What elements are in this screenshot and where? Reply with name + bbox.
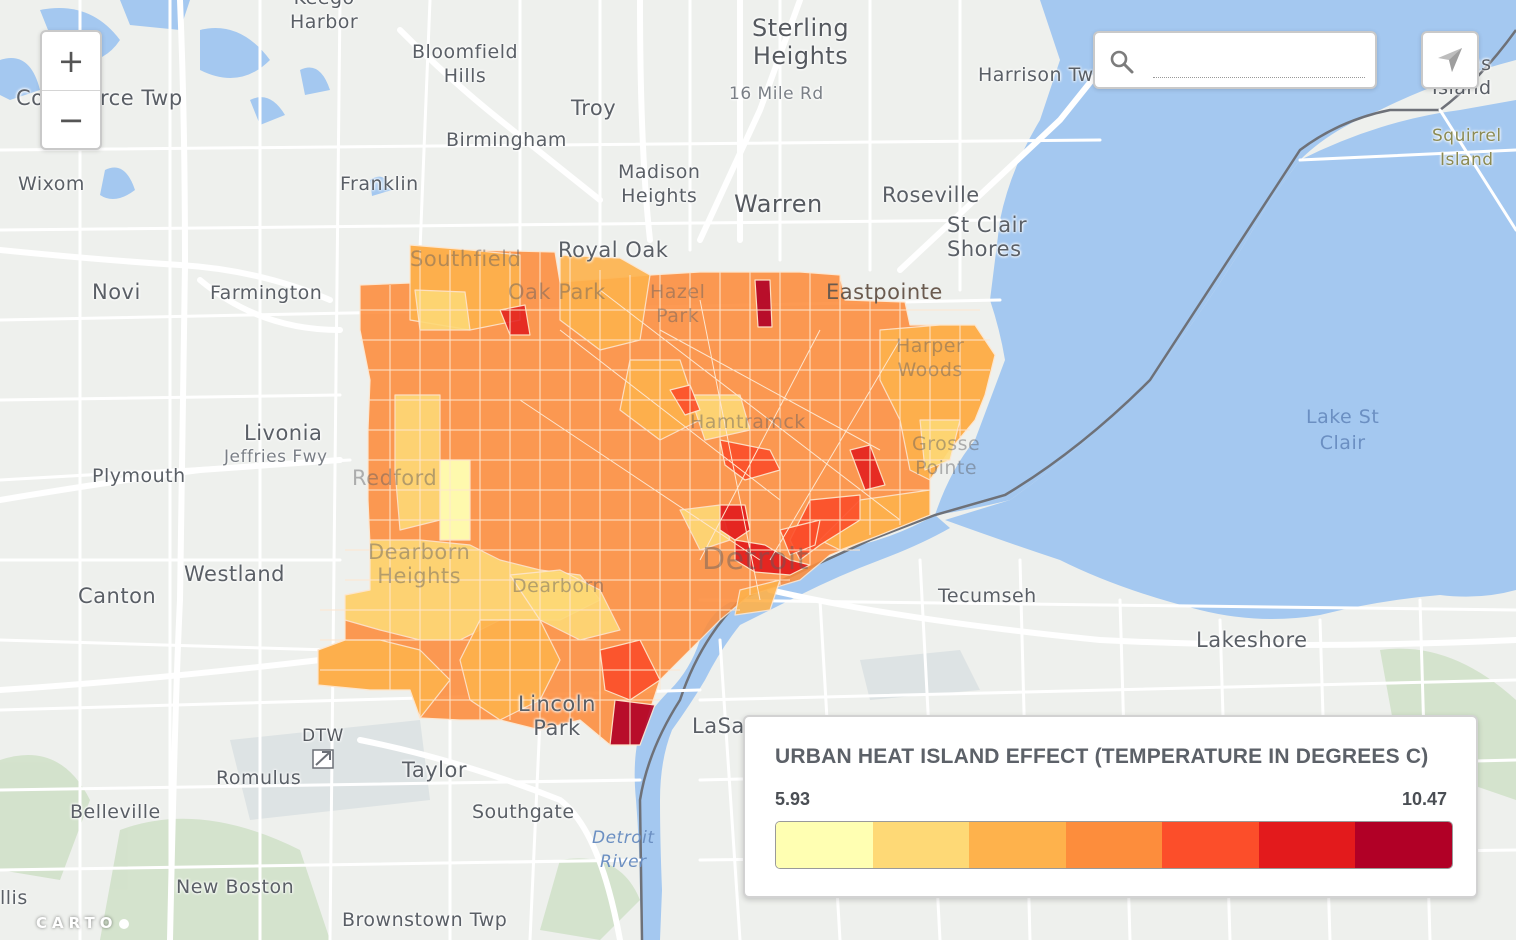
search-input[interactable] [1153,47,1365,78]
label-bloomfield-hills: Bloomfield Hills [412,41,519,87]
label-keego-harbor: Keego Harbor [290,0,359,33]
label-warren: Warren [734,190,823,218]
label-harrison-twp: Harrison Tw [978,64,1094,86]
legend-min-value: 5.93 [775,789,811,809]
legend-panel: URBAN HEAT ISLAND EFFECT (TEMPERATURE IN… [743,715,1478,898]
label-oak-park: Oak Park [508,280,606,304]
label-franklin: Franklin [340,173,419,195]
heat-choropleth [317,244,996,746]
label-wixom: Wixom [18,173,85,195]
label-livonia: Livonia [244,421,323,445]
label-farmington: Farmington [210,282,323,304]
legend-swatch-0 [776,822,873,868]
label-birmingham: Birmingham [446,129,567,151]
label-dearborn: Dearborn [512,575,605,597]
label-ellis: llis [0,887,28,909]
legend-color-scale [775,821,1453,869]
label-grosse-pointe: Grosse Pointe [912,433,981,479]
search-icon [1110,50,1134,74]
label-commerce-twp-a: Co [16,86,45,110]
label-lake-st-clair: Lake St Clair [1306,406,1380,454]
label-hazel-park: Hazel Park [650,281,706,327]
legend-swatch-4 [1162,822,1259,868]
label-royal-oak: Royal Oak [558,238,669,262]
label-taylor: Taylor [402,758,467,782]
label-belleville: Belleville [70,801,161,823]
label-detroit: Detroit [702,542,809,577]
label-lincoln-park: Lincoln Park [518,692,596,740]
carto-logo: CARTO [36,914,130,932]
label-harper-woods: Harper Woods [896,335,965,381]
label-new-boston: New Boston [176,876,295,898]
label-16-mile-rd: 16 Mile Rd [729,84,824,104]
label-brownstown-twp: Brownstown Twp [342,909,508,931]
label-madison-heights: Madison Heights [618,161,701,207]
legend-swatch-2 [969,822,1066,868]
location-arrow-icon [1438,48,1462,72]
label-canton: Canton [78,584,157,608]
legend-max-value: 10.47 [1401,789,1447,809]
search-box [1093,31,1377,89]
label-southgate: Southgate [472,801,575,823]
legend-swatch-5 [1258,822,1356,868]
label-squirrel-island: Squirrel Island [1432,126,1502,170]
label-dearborn-heights: Dearborn Heights [368,540,471,588]
legend-swatch-3 [1065,822,1163,868]
label-jeffries-fwy: Jeffries Fwy [224,447,328,467]
label-hamtramck: Hamtramck [690,411,806,433]
legend-title: URBAN HEAT ISLAND EFFECT (TEMPERATURE IN… [775,745,1429,768]
label-southfield: Southfield [410,247,522,271]
label-lasalle: LaSa [692,714,745,738]
zoom-out-button[interactable]: − [42,90,100,149]
label-roseville: Roseville [882,183,980,207]
legend-swatch-6 [1355,822,1452,868]
label-detroit-river: Detroit River [592,828,655,872]
airport-icon [312,749,334,769]
label-st-clair-shores: St Clair Shores [947,213,1028,261]
label-novi: Novi [92,280,141,304]
label-plymouth: Plymouth [92,465,186,487]
label-dtw: DTW [302,726,344,746]
label-troy: Troy [571,96,617,120]
label-sterling-heights: Sterling Heights [752,14,850,70]
label-lakeshore: Lakeshore [1196,628,1308,652]
zoom-control: + − [40,30,102,150]
label-westland: Westland [184,562,285,586]
legend-swatch-1 [872,822,970,868]
label-redford: Redford [352,466,438,490]
label-eastpointe: Eastpointe [826,280,943,304]
label-romulus: Romulus [216,767,302,789]
zoom-in-button[interactable]: + [57,42,85,80]
locate-button[interactable] [1421,31,1479,89]
label-tecumseh: Tecumseh [938,585,1037,607]
label-commerce-twp-b: rce Twp [100,86,183,110]
